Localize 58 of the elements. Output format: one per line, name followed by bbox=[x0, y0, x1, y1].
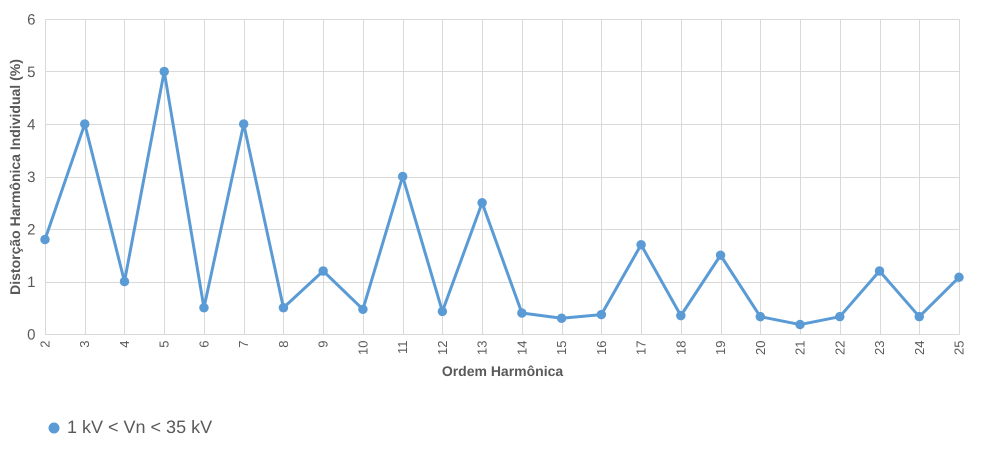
point bbox=[756, 312, 766, 322]
point bbox=[914, 312, 924, 322]
x-tick-label: 8 bbox=[276, 340, 291, 348]
x-tick-label: 9 bbox=[316, 340, 331, 348]
y-tick-label: 1 bbox=[27, 274, 36, 291]
y-tick-label: 6 bbox=[27, 12, 36, 28]
x-tick-label: 20 bbox=[752, 340, 768, 355]
x-tick-label: 25 bbox=[952, 340, 966, 355]
x-tick-label: 19 bbox=[713, 340, 728, 355]
y-tick-label: 4 bbox=[27, 116, 36, 134]
point bbox=[238, 119, 248, 129]
point bbox=[954, 272, 964, 282]
point bbox=[199, 303, 209, 312]
x-tick-label: 23 bbox=[872, 340, 888, 355]
point bbox=[318, 266, 328, 276]
point bbox=[795, 320, 805, 330]
x-tick-label: 6 bbox=[196, 340, 212, 348]
point bbox=[517, 308, 527, 318]
point bbox=[636, 240, 646, 250]
x-tick-label: 18 bbox=[673, 340, 688, 355]
x-tick-label: 13 bbox=[474, 340, 490, 355]
x-tick-label: 16 bbox=[594, 340, 609, 355]
y-tick-label: 3 bbox=[27, 169, 36, 186]
x-tick-label: 12 bbox=[434, 340, 450, 355]
x-tick-label: 5 bbox=[156, 340, 172, 348]
point bbox=[40, 234, 50, 244]
point bbox=[358, 304, 368, 314]
point bbox=[874, 266, 884, 276]
y-tick-label: 2 bbox=[27, 222, 36, 238]
x-tick-label: 11 bbox=[395, 340, 410, 354]
x-tick-label: 24 bbox=[912, 340, 927, 355]
point bbox=[556, 314, 566, 323]
x-tick-label: 10 bbox=[355, 340, 370, 355]
point bbox=[716, 250, 726, 260]
y-tick-label: 5 bbox=[27, 64, 36, 81]
y-axis-title: Distorção Harmônica Individual (%) bbox=[7, 59, 24, 295]
point bbox=[676, 310, 686, 320]
y-tick-label: 0 bbox=[27, 326, 36, 344]
x-tick-label: 17 bbox=[634, 340, 649, 355]
x-tick-label: 7 bbox=[236, 340, 252, 348]
point bbox=[159, 66, 169, 76]
point bbox=[398, 172, 408, 182]
x-tick-label: 2 bbox=[38, 340, 52, 348]
point bbox=[120, 276, 130, 286]
x-tick-label: 4 bbox=[116, 340, 132, 348]
point bbox=[477, 198, 487, 208]
point bbox=[596, 310, 606, 320]
legend-label: 1 kV < Vn < 35 kV bbox=[67, 417, 212, 437]
x-tick-label: 22 bbox=[832, 340, 848, 355]
x-tick-label: 14 bbox=[514, 340, 530, 355]
x-axis-title: Ordem Harmônica bbox=[442, 362, 564, 379]
x-tick-label: 15 bbox=[554, 340, 570, 355]
x-tick-label: 3 bbox=[77, 340, 92, 348]
point bbox=[278, 303, 288, 312]
point bbox=[835, 312, 845, 322]
point bbox=[438, 306, 448, 316]
point bbox=[80, 119, 90, 129]
x-tick-label: 21 bbox=[792, 340, 808, 355]
